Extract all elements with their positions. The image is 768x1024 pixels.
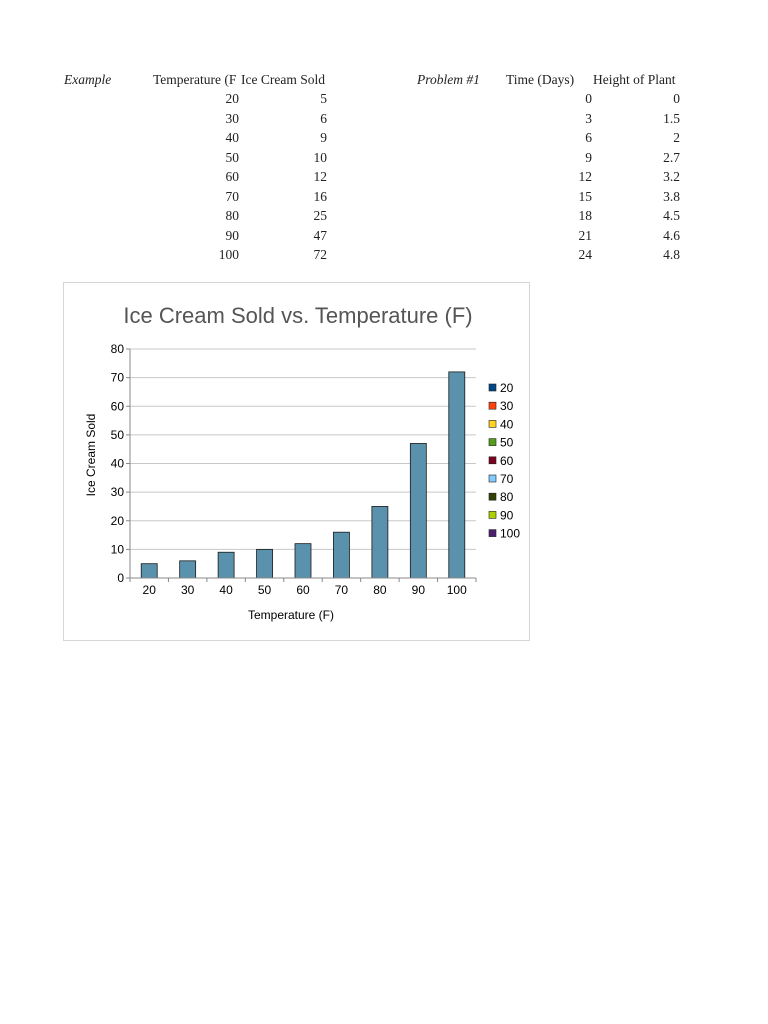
chart-title: Ice Cream Sold vs. Temperature (F) [123,303,472,328]
problem-height-cell: 3.2 [663,169,680,184]
legend-entry-label: 40 [500,417,514,431]
legend-swatch [488,474,497,483]
x-tick-label: 20 [143,583,157,597]
example-ice-cream-cell: 16 [313,188,328,204]
bar-20 [140,563,158,579]
legend-entry-label: 60 [500,454,514,468]
legend: 20 30 40 50 60 70 80 90 100 [488,381,520,541]
example-temperature-cell: 40 [225,130,240,145]
bar-50 [256,548,273,579]
problem-time-cell: 18 [578,208,593,223]
problem-height-cell: 4.6 [663,227,680,243]
problem-time-cell: 3 [585,110,592,126]
bar-70 [333,531,350,579]
example-temperature-cell: 100 [218,247,239,262]
example-label: Example [64,72,112,87]
bar-90 [409,443,427,579]
x-tick-label: 30 [181,583,195,597]
y-tick-label: 0 [117,571,124,585]
x-tick-label: 80 [373,583,387,597]
legend-swatch [488,420,497,428]
x-tick-label: 70 [335,583,349,597]
example-ice-cream-cell: 72 [313,247,328,262]
y-axis-ticks: 0 10 20 30 40 50 60 70 80 [111,342,130,585]
problem-time-cell: 6 [585,130,592,145]
legend-swatch [488,529,497,537]
axes [129,349,476,579]
example-header-ice-cream: Ice Cream Sold [241,72,325,87]
legend-swatch [488,383,497,392]
example-ice-cream-cell: 10 [313,149,328,165]
problem-time-cell: 0 [585,91,592,106]
problem-header-time: Time (Days) [506,72,575,87]
x-tick-label: 60 [296,583,310,597]
example-ice-cream-cell: 12 [313,169,328,184]
example-ice-cream-cell: 47 [313,227,328,243]
problem-height-cell: 2.7 [663,149,680,165]
legend-swatch [488,456,497,465]
problem-time-cell: 9 [585,149,592,165]
example-ice-cream-cell: 9 [320,130,327,145]
y-tick-label: 60 [111,399,125,413]
problem-time-cell: 24 [578,247,593,262]
legend-swatch [488,511,497,519]
x-axis-ticks: 20 30 40 50 60 70 80 90 100 [129,578,477,597]
bar-30 [179,560,197,579]
example-temperature-cell: 90 [225,227,240,243]
y-tick-label: 40 [111,457,125,471]
bar-60 [294,543,312,579]
x-tick-label: 90 [412,583,426,597]
chart-container: Ice Cream Sold vs. Temperature (F) 0 10 20… [63,282,530,641]
legend-entry-label: 50 [500,436,514,450]
bars [140,371,466,579]
problem-height-cell: 1.5 [663,110,680,126]
legend-entry-label: 90 [500,508,514,522]
y-tick-label: 80 [111,342,125,356]
legend-entry-label: 70 [500,472,514,486]
example-temperature-cell: 60 [225,169,240,184]
y-tick-label: 10 [111,542,125,556]
y-tick-label: 20 [111,514,125,528]
problem-height-cell: 2 [673,130,680,145]
example-header-temperature: Temperature (F [153,72,237,87]
problem-header-height: Height of Plant [593,72,676,87]
example-temperature-cell: 50 [225,149,240,165]
x-tick-label: 40 [219,583,233,597]
legend-entry-label: 80 [500,490,514,504]
x-tick-label: 100 [447,583,467,597]
example-temperature-cell: 20 [225,91,240,106]
problem-height-cell: 4.5 [663,208,680,223]
legend-entry-label: 20 [500,381,514,395]
problem-time-cell: 12 [578,169,593,184]
legend-swatch [488,492,497,501]
legend-swatch [488,401,497,410]
example-temperature-cell: 70 [225,188,240,204]
example-ice-cream-cell: 25 [313,208,328,223]
bar-100 [448,371,466,579]
problem-label: Problem #1 [417,72,480,87]
example-ice-cream-cell: 5 [320,91,327,106]
problem-height-cell: 3.8 [663,188,680,204]
example-temperature-cell: 80 [225,208,240,223]
problem-time-cell: 15 [578,188,593,204]
y-tick-label: 30 [111,485,125,499]
bar-chart: Ice Cream Sold vs. Temperature (F) 0 10 20… [84,303,520,622]
problem-height-cell: 4.8 [663,247,680,262]
legend-entry-label: 100 [500,527,520,541]
legend-entry-label: 30 [500,399,514,413]
problem-time-cell: 21 [578,227,593,243]
x-axis-label: Temperature (F) [248,608,334,622]
bar-40 [217,551,235,579]
y-tick-label: 70 [111,371,125,385]
bar-80 [371,506,389,579]
x-tick-label: 50 [258,583,272,597]
legend-swatch [488,438,497,446]
y-axis-label: Ice Cream Sold [84,414,98,497]
y-tick-label: 50 [111,428,125,442]
example-temperature-cell: 30 [225,110,240,126]
example-ice-cream-cell: 6 [320,110,327,126]
problem-height-cell: 0 [673,91,680,106]
